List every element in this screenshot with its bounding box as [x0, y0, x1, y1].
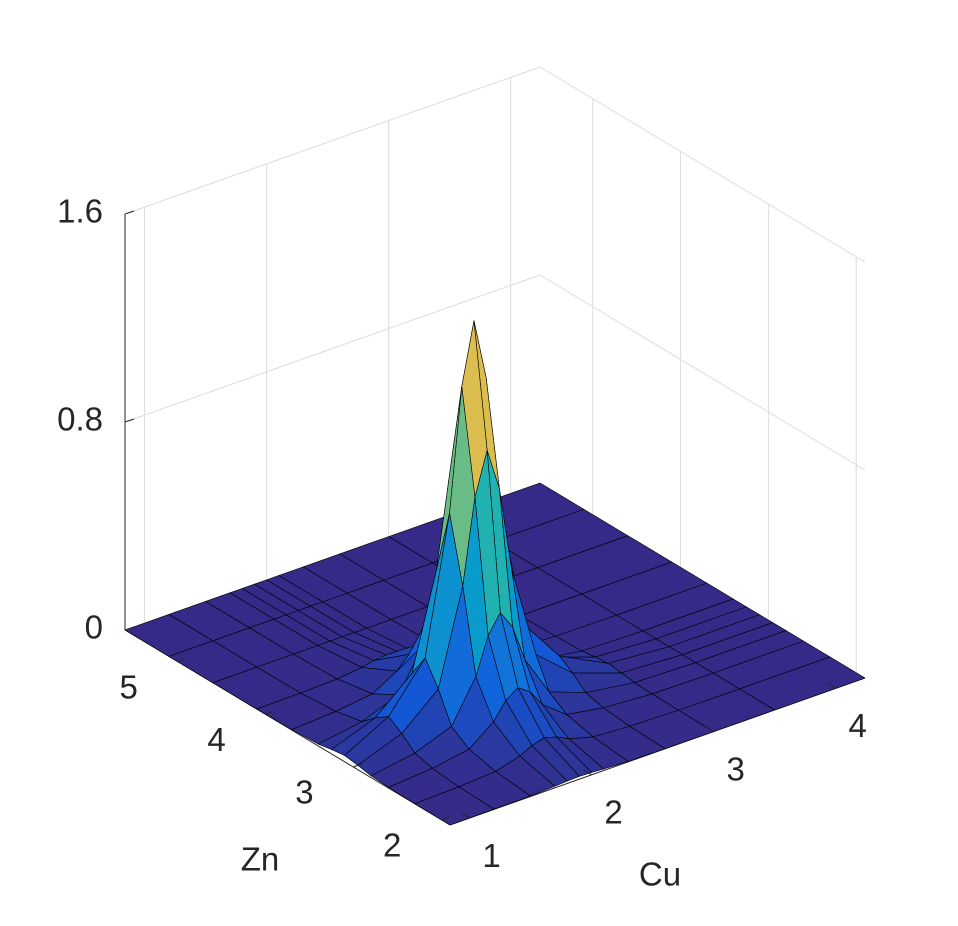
y-tick-label: 5 — [120, 668, 138, 705]
tick-mark — [124, 626, 135, 631]
x-tick-label: 4 — [849, 707, 867, 744]
x-axis-label: Cu — [639, 856, 681, 893]
y-tick-label: 4 — [207, 721, 225, 758]
y-tick-label: 2 — [383, 826, 401, 863]
tick-mark — [177, 658, 186, 663]
x-tick-label: 2 — [604, 794, 622, 831]
surface-patch — [414, 786, 495, 826]
tick-mark — [124, 418, 135, 423]
grid-line — [124, 274, 541, 423]
grid-line — [539, 274, 866, 471]
tick-mark — [353, 763, 362, 768]
x-tick-label: 1 — [482, 837, 500, 874]
z-tick-label: 1.6 — [57, 193, 103, 230]
grid-line — [124, 66, 541, 215]
grid-line — [539, 66, 866, 263]
y-axis-label: Zn — [241, 841, 280, 878]
tick-mark — [441, 816, 450, 821]
tick-mark — [124, 210, 135, 215]
tick-mark — [265, 710, 274, 715]
z-tick-label: 0 — [85, 609, 103, 646]
tick-mark — [827, 682, 836, 689]
z-tick-label: 0.8 — [57, 401, 103, 438]
tick-mark — [583, 769, 592, 776]
tick-mark — [705, 726, 714, 733]
y-tick-label: 3 — [295, 774, 313, 811]
tick-mark — [461, 812, 470, 819]
x-tick-label: 3 — [726, 750, 744, 787]
